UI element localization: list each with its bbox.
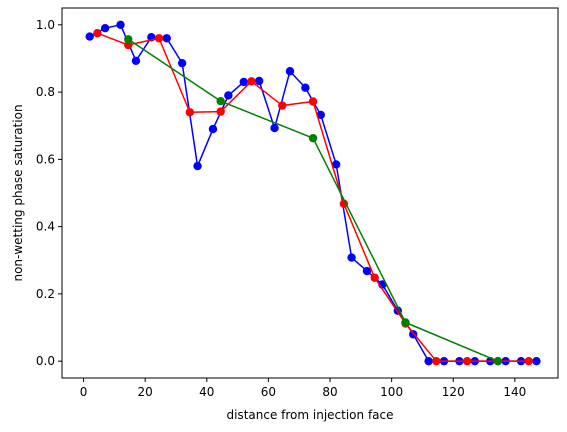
- data-point: [85, 32, 94, 41]
- data-point: [308, 133, 318, 143]
- x-axis-ticks: 0 20 40 60 80 100 120 140: [80, 378, 526, 399]
- data-point: [270, 123, 279, 133]
- y-axis-ticks: 0.0 0.2 0.4 0.6 0.8 1.0: [36, 18, 62, 368]
- data-point: [254, 76, 264, 86]
- data-point: [162, 34, 171, 43]
- x-tick-label: 120: [442, 385, 465, 399]
- data-point: [347, 253, 356, 262]
- data-point: [100, 23, 110, 33]
- data-point: [216, 96, 225, 106]
- x-axis-label: distance from injection face: [226, 408, 393, 422]
- y-tick-label: 0.0: [36, 354, 55, 368]
- data-point: [493, 356, 503, 366]
- data-point: [116, 20, 125, 30]
- data-point: [532, 356, 541, 366]
- data-point: [216, 107, 225, 116]
- data-point: [301, 83, 310, 92]
- data-point: [278, 101, 287, 110]
- data-point: [285, 67, 295, 76]
- series-layer: [85, 20, 541, 366]
- data-point: [462, 356, 472, 366]
- data-point: [124, 35, 133, 44]
- data-point: [370, 273, 379, 282]
- data-point: [424, 356, 433, 366]
- data-point: [339, 199, 349, 208]
- data-point: [239, 77, 248, 87]
- y-tick-label: 0.2: [36, 287, 55, 301]
- data-point: [185, 108, 195, 117]
- x-tick-label: 80: [322, 385, 337, 399]
- x-tick-label: 20: [138, 385, 153, 399]
- y-axis-label: non-wetting phase saturation: [11, 104, 25, 281]
- x-tick-label: 60: [261, 385, 276, 399]
- x-tick-label: 40: [199, 385, 214, 399]
- y-tick-label: 0.6: [36, 152, 55, 166]
- y-tick-label: 0.8: [36, 85, 55, 99]
- plot-frame: [61, 7, 559, 379]
- data-point: [362, 266, 372, 276]
- y-tick-label: 1.0: [36, 18, 55, 32]
- data-point: [316, 110, 325, 120]
- x-tick-label: 100: [380, 385, 403, 399]
- data-point: [224, 91, 233, 100]
- data-point: [247, 77, 256, 86]
- data-point: [177, 58, 187, 68]
- data-point: [331, 160, 341, 169]
- series-green: [124, 35, 503, 366]
- data-point: [131, 56, 141, 66]
- data-point: [154, 34, 164, 43]
- data-point: [401, 318, 410, 327]
- data-point: [208, 124, 218, 134]
- data-point: [524, 356, 533, 366]
- data-point: [193, 161, 202, 171]
- x-tick-label: 0: [80, 385, 88, 399]
- y-tick-label: 0.4: [36, 220, 55, 234]
- data-point: [308, 97, 318, 106]
- data-point: [93, 29, 102, 38]
- data-point: [432, 356, 441, 366]
- x-tick-label: 140: [503, 385, 526, 399]
